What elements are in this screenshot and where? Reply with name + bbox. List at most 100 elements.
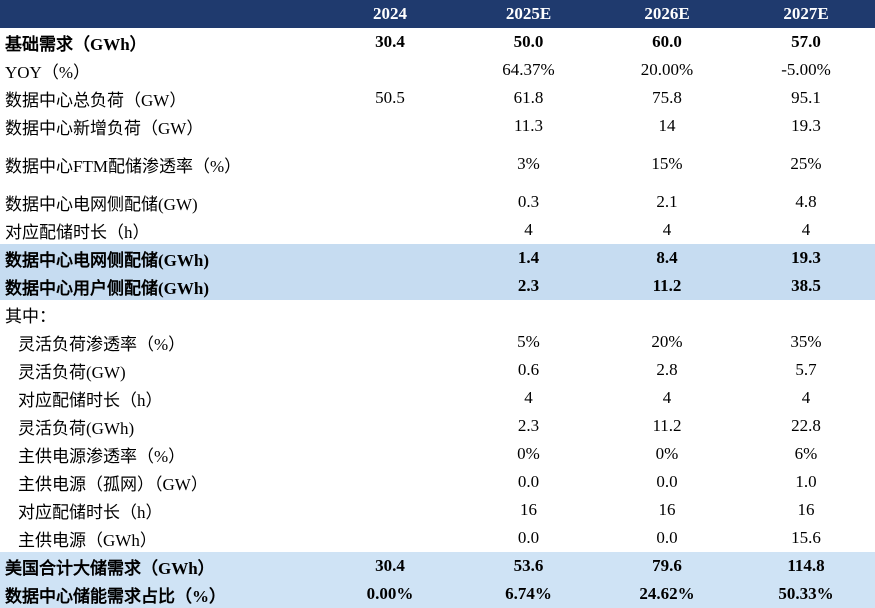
value-cell: 0% <box>655 444 679 463</box>
empty-cell <box>320 56 460 84</box>
table-row: YOY（%） 64.37% 20.00% -5.00% <box>0 56 875 84</box>
value-cell: 61.8 <box>513 88 544 107</box>
table-row: 对应配储时长（h） 16 16 16 <box>0 496 875 524</box>
value-cell: 16 <box>797 500 815 519</box>
row-label: 其中： <box>5 306 56 326</box>
column-header: 2025E <box>460 0 597 28</box>
value-cell: 15% <box>651 154 683 173</box>
table-body: 基础需求（GWh） 30.4 50.0 60.0 57.0 YOY（%） 64.37% 20.… <box>0 28 875 608</box>
value-cell: 20% <box>651 332 683 351</box>
table-row: 数据中心总负荷（GW） 50.5 61.8 75.8 95.1 <box>0 84 875 112</box>
table-row: 数据中心新增负荷（GW） 11.3 14 19.3 <box>0 112 875 140</box>
value-cell: 75.8 <box>652 88 682 107</box>
empty-cell <box>320 356 460 384</box>
value-cell: 11.2 <box>652 416 682 435</box>
row-label: YOY（%） <box>5 62 90 82</box>
value-cell: 114.8 <box>737 552 875 580</box>
row-label: 灵活负荷(GW) <box>18 362 126 382</box>
empty-cell <box>597 300 737 328</box>
value-cell: 5% <box>517 332 540 351</box>
value-cell: 5.7 <box>795 360 817 379</box>
empty-cell <box>320 440 460 468</box>
row-label: 数据中心储能需求占比（%） <box>0 580 320 608</box>
value-cell: 4 <box>524 220 533 239</box>
value-cell: 0.00% <box>320 580 460 608</box>
table-row: 数据中心电网侧配储(GWh) 1.4 8.4 19.3 <box>0 244 875 272</box>
row-label: 灵活负荷渗透率（%） <box>18 334 186 354</box>
column-header: 2024 <box>320 0 460 28</box>
value-cell: 8.4 <box>597 244 737 272</box>
value-cell: 0.6 <box>517 360 540 379</box>
row-label: 数据中心用户侧配储(GWh) <box>0 272 320 300</box>
empty-cell <box>320 300 460 328</box>
table-row: 数据中心FTM配储渗透率（%） 3% 15% 25% <box>0 140 875 188</box>
empty-cell <box>320 496 460 524</box>
table-row: 对应配储时长（h） 4 4 4 <box>0 216 875 244</box>
value-cell: 16 <box>520 500 537 519</box>
value-cell: 2.3 <box>460 272 597 300</box>
value-cell: 19.3 <box>737 244 875 272</box>
empty-cell <box>320 524 460 552</box>
value-cell: 24.62% <box>597 580 737 608</box>
row-label: 灵活负荷(GWh) <box>18 418 135 438</box>
value-cell: 20.00% <box>640 60 694 79</box>
value-cell: 25% <box>790 154 822 173</box>
empty-cell <box>320 188 460 216</box>
value-cell: 4 <box>662 220 672 239</box>
value-cell: -5.00% <box>781 60 831 79</box>
table-row: 灵活负荷渗透率（%） 5% 20% 35% <box>0 328 875 356</box>
value-cell: 50.5 <box>375 88 405 107</box>
row-label: 基础需求（GWh） <box>5 34 147 54</box>
table-row: 灵活负荷(GW) 0.6 2.8 5.7 <box>0 356 875 384</box>
row-label: 数据中心FTM配储渗透率（%） <box>5 156 242 176</box>
value-cell: 22.8 <box>791 416 821 435</box>
value-cell: 2.8 <box>656 360 678 379</box>
row-label: 主供电源渗透率（%） <box>18 446 186 466</box>
row-label: 数据中心总负荷（GW） <box>5 90 187 110</box>
value-cell: 6% <box>794 444 818 463</box>
value-cell: 50.33% <box>737 580 875 608</box>
value-cell: 38.5 <box>737 272 875 300</box>
table-row: 灵活负荷(GWh) 2.3 11.2 22.8 <box>0 412 875 440</box>
value-cell: 4 <box>662 388 672 407</box>
value-cell: 16 <box>658 500 676 519</box>
table-row: 数据中心用户侧配储(GWh) 2.3 11.2 38.5 <box>0 272 875 300</box>
value-cell: 53.6 <box>460 552 597 580</box>
row-label: 美国合计大储需求（GWh） <box>0 552 320 580</box>
value-cell: 11.3 <box>513 116 544 135</box>
empty-cell <box>320 272 460 300</box>
column-header: 2026E <box>597 0 737 28</box>
value-cell: 57.0 <box>791 32 821 51</box>
empty-cell <box>320 112 460 140</box>
value-cell: 0.3 <box>517 192 540 211</box>
empty-cell <box>320 412 460 440</box>
value-cell: 14 <box>658 116 676 135</box>
table-row: 数据中心储能需求占比（%） 0.00% 6.74% 24.62% 50.33% <box>0 580 875 608</box>
empty-cell <box>320 384 460 412</box>
row-label: 对应配储时长（h） <box>5 222 150 242</box>
row-label: 对应配储时长（h） <box>18 502 163 522</box>
row-label: 数据中心电网侧配储(GWh) <box>0 244 320 272</box>
table-row: 基础需求（GWh） 30.4 50.0 60.0 57.0 <box>0 28 875 56</box>
table-row: 主供电源（孤网）（GW） 0.0 0.0 1.0 <box>0 468 875 496</box>
table-row: 美国合计大储需求（GWh） 30.4 53.6 79.6 114.8 <box>0 552 875 580</box>
value-cell: 4 <box>801 220 811 239</box>
row-label: 数据中心新增负荷（GW） <box>5 118 204 138</box>
value-cell: 15.6 <box>791 528 821 547</box>
value-cell: 0.0 <box>656 528 678 547</box>
value-cell: 64.37% <box>502 60 555 79</box>
value-cell: 1.4 <box>460 244 597 272</box>
value-cell: 35% <box>790 332 822 351</box>
value-cell: 50.0 <box>513 32 544 51</box>
empty-cell <box>320 468 460 496</box>
row-label: 对应配储时长（h） <box>18 390 163 410</box>
value-cell: 0.0 <box>517 528 540 547</box>
empty-cell <box>320 140 460 188</box>
value-cell: 1.0 <box>795 472 817 491</box>
table-row: 数据中心电网侧配储(GW) 0.3 2.1 4.8 <box>0 188 875 216</box>
value-cell: 11.2 <box>597 272 737 300</box>
empty-cell <box>320 216 460 244</box>
value-cell: 95.1 <box>791 88 821 107</box>
header-corner <box>0 0 320 28</box>
